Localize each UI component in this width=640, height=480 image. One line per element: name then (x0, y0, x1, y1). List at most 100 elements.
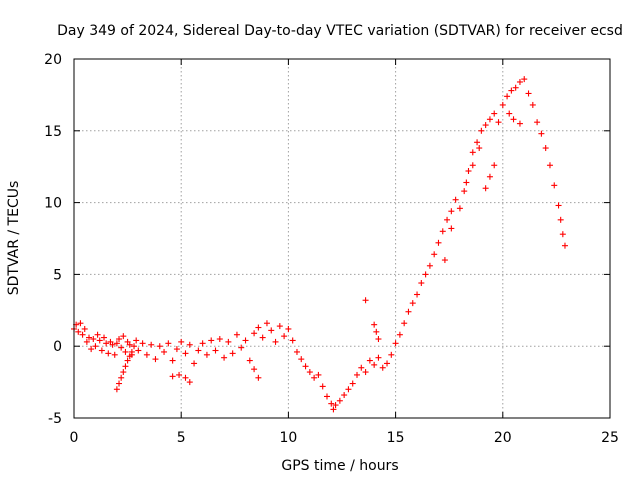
data-point (251, 330, 258, 337)
data-point (173, 346, 180, 353)
chart-title: Day 349 of 2024, Sidereal Day-to-day VTE… (57, 23, 623, 39)
x-axis-label: GPS time / hours (281, 458, 398, 474)
data-point (216, 336, 223, 343)
data-point (495, 119, 502, 126)
data-point (456, 205, 463, 212)
data-point (546, 162, 553, 169)
data-point (482, 122, 489, 129)
data-point (191, 360, 198, 367)
data-point (113, 340, 120, 347)
data-point (75, 328, 82, 335)
data-point (128, 348, 135, 355)
data-point (559, 231, 566, 238)
data-point (358, 364, 365, 371)
data-point (165, 340, 172, 347)
x-tick-label: 10 (279, 430, 297, 446)
data-point (208, 337, 215, 344)
data-point (448, 208, 455, 215)
y-tick-label: 20 (44, 52, 62, 68)
data-point (441, 257, 448, 264)
data-point (161, 348, 168, 355)
data-point (268, 327, 275, 334)
data-point (362, 297, 369, 304)
data-point (79, 331, 86, 338)
data-point (506, 110, 513, 117)
data-point (169, 373, 176, 380)
grid (74, 59, 610, 418)
data-point (116, 336, 123, 343)
data-point (482, 185, 489, 192)
data-point (113, 386, 120, 393)
data-point (426, 262, 433, 269)
data-point (246, 357, 253, 364)
data-point (203, 351, 210, 358)
data-point (476, 145, 483, 152)
data-point (122, 363, 129, 370)
data-point (92, 343, 99, 350)
data-point (77, 320, 84, 327)
data-point (169, 357, 176, 364)
data-point (521, 76, 528, 83)
data-point (431, 251, 438, 258)
data-point (448, 225, 455, 232)
data-point (414, 291, 421, 298)
data-point (534, 119, 541, 126)
data-point (557, 216, 564, 223)
data-point (510, 116, 517, 123)
data-point (439, 228, 446, 235)
data-point (109, 341, 116, 348)
data-point (83, 338, 90, 345)
data-point (379, 364, 386, 371)
data-point (444, 216, 451, 223)
data-point (139, 340, 146, 347)
data-point (491, 162, 498, 169)
data-point (465, 168, 472, 175)
data-point (311, 374, 318, 381)
data-point (345, 386, 352, 393)
data-point (105, 350, 112, 357)
data-point (272, 338, 279, 345)
data-point (242, 337, 249, 344)
data-point (525, 90, 532, 97)
data-point (323, 393, 330, 400)
data-point (512, 84, 519, 91)
y-tick-label: 0 (53, 339, 62, 355)
data-point (504, 93, 511, 100)
data-point (103, 340, 110, 347)
data-point (96, 337, 103, 344)
data-point (86, 334, 93, 341)
data-point (478, 127, 485, 134)
data-point (474, 139, 481, 146)
data-point (516, 120, 523, 127)
data-point (238, 344, 245, 351)
data-point (508, 87, 515, 94)
data-point (486, 116, 493, 123)
x-tick-label: 0 (70, 430, 79, 446)
data-point (306, 369, 313, 376)
data-point (120, 333, 127, 340)
data-point (289, 337, 296, 344)
data-point (122, 348, 129, 355)
data-point (469, 149, 476, 156)
y-tick-label: 15 (44, 124, 62, 140)
data-point (461, 188, 468, 195)
data-point (251, 366, 258, 373)
data-point (336, 397, 343, 404)
data-point (405, 308, 412, 315)
data-point (529, 101, 536, 108)
data-point (469, 162, 476, 169)
data-point (551, 182, 558, 189)
data-point (349, 380, 356, 387)
data-point (332, 402, 339, 409)
data-point (354, 371, 361, 378)
data-point (330, 406, 337, 413)
data-point (362, 369, 369, 376)
data-point (276, 323, 283, 330)
data-point (491, 110, 498, 117)
data-point (328, 400, 335, 407)
data-point (435, 239, 442, 246)
data-point (178, 338, 185, 345)
data-point (375, 336, 382, 343)
data-point (118, 374, 125, 381)
data-point (396, 331, 403, 338)
